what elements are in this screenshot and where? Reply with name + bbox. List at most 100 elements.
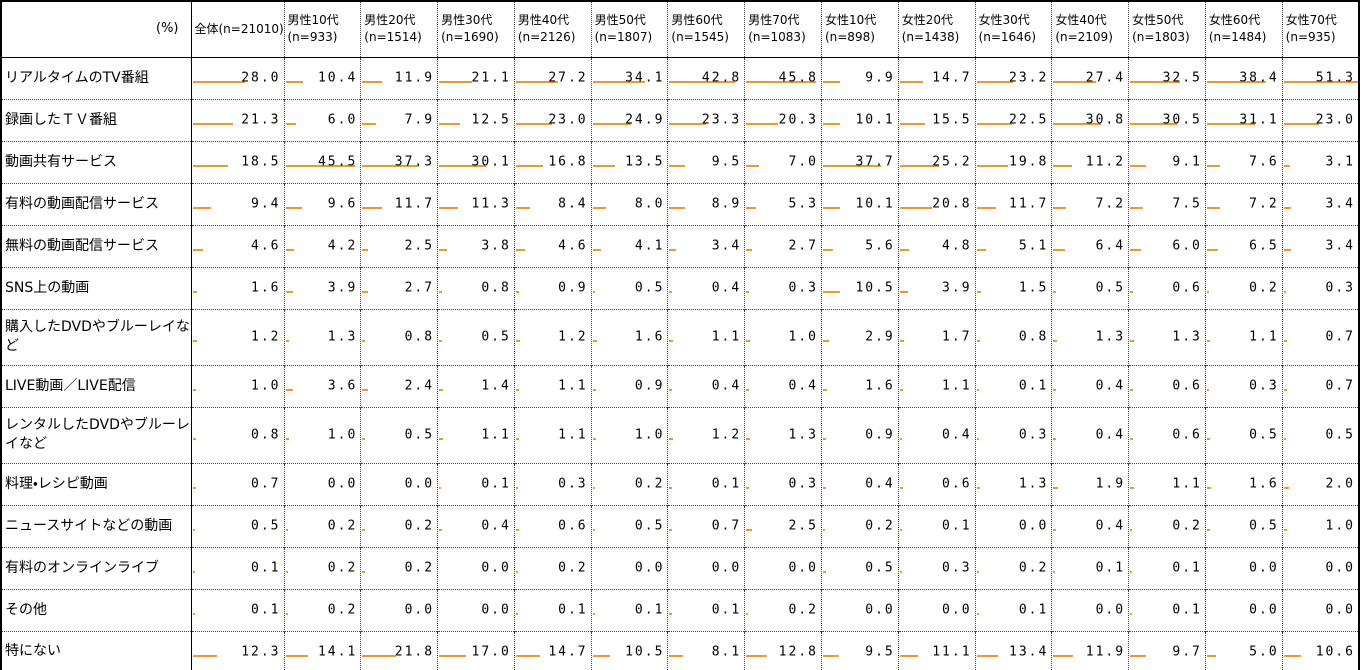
value-text: 1.1: [1249, 329, 1279, 345]
column-header-10: 女性30代 (n=1646): [974, 1, 1052, 58]
value-text: 21.3: [241, 112, 281, 128]
value-bar: [362, 123, 376, 125]
value-cell: 3.9: [897, 266, 976, 309]
value-cell: 0.0: [974, 504, 1052, 547]
value-text: 18.5: [241, 154, 281, 170]
value-bar: [899, 123, 925, 125]
value-text: 0.1: [1018, 602, 1049, 618]
value-cell: 1.6: [1204, 462, 1283, 505]
value-bar: [285, 529, 288, 531]
value-cell: 12.5: [437, 98, 515, 141]
value-text: 30.5: [1162, 112, 1202, 128]
value-bar: [192, 249, 203, 251]
value-text: 0.1: [1172, 602, 1202, 618]
value-text: 1.3: [1095, 329, 1126, 345]
row-label: LIVE動画／LIVE配信: [1, 364, 191, 407]
value-bar: [669, 81, 735, 83]
value-bar: [439, 81, 473, 83]
value-cell: 7.0: [744, 140, 822, 183]
value-bar: [1053, 529, 1056, 531]
value-cell: 24.9: [590, 98, 668, 141]
value-bar: [1206, 487, 1212, 489]
value-bar: [1130, 571, 1133, 573]
value-text: 0.6: [1172, 378, 1202, 394]
value-bar: [669, 123, 706, 125]
value-text: 7.2: [1249, 196, 1279, 212]
value-cell: 4.6: [190, 224, 284, 267]
value-cell: 17.0: [437, 630, 515, 670]
value-bar: [746, 529, 752, 531]
value-text: 0.1: [634, 602, 665, 618]
column-header-text: 男性20代: [364, 12, 416, 27]
value-text: 6.0: [327, 112, 358, 128]
value-bar: [285, 165, 355, 167]
value-bar: [822, 487, 826, 489]
value-text: 1.0: [327, 427, 358, 443]
value-bar: [362, 340, 366, 342]
value-cell: 1.6: [190, 266, 284, 309]
value-cell: 21.1: [437, 57, 515, 99]
value-bar: [746, 249, 753, 251]
value-bar: [899, 340, 905, 342]
value-text: 4.1: [634, 238, 665, 254]
value-text: 0.3: [1018, 427, 1049, 443]
column-header-n: (n=1545): [671, 30, 729, 45]
value-cell: 14.1: [283, 630, 361, 670]
value-bar: [1053, 571, 1056, 573]
value-cell: 2.7: [744, 224, 822, 267]
value-bar: [1130, 123, 1178, 125]
value-cell: 2.9: [820, 308, 899, 365]
value-text: 20.3: [778, 112, 818, 128]
value-bar: [669, 389, 672, 391]
value-bar: [285, 207, 302, 209]
value-cell: 45.5: [283, 140, 361, 183]
column-header-n: (n=1438): [901, 30, 960, 45]
value-bar: [976, 249, 987, 251]
value-text: 0.0: [788, 560, 818, 576]
value-text: 0.5: [481, 329, 511, 345]
value-cell: 25.2: [897, 140, 976, 183]
value-text: 0.4: [865, 476, 895, 492]
value-cell: 1.7: [897, 308, 976, 365]
value-text: 0.0: [1249, 560, 1279, 576]
value-bar: [1206, 207, 1220, 209]
value-text: 5.6: [865, 238, 895, 254]
value-bar: [899, 438, 903, 440]
value-cell: 23.0: [513, 98, 592, 141]
value-cell: 1.0: [190, 364, 284, 407]
column-header-n: (n=1803): [1132, 30, 1190, 45]
value-cell: 0.2: [1204, 266, 1283, 309]
value-bar: [1206, 389, 1210, 391]
value-bar: [976, 438, 979, 440]
value-cell: 0.7: [190, 462, 284, 505]
value-text: 0.5: [251, 518, 281, 534]
table-row: LIVE動画／LIVE配信 1.0 3.6 2.4 1.4 1.1 0.9 0.4 0.4 1.6…: [1, 364, 1359, 407]
column-header-text: 男性50代: [594, 12, 646, 27]
value-text: 0.5: [1249, 518, 1279, 534]
value-cell: 19.8: [974, 140, 1052, 183]
value-text: 0.9: [865, 427, 895, 443]
value-bar: [669, 487, 672, 489]
value-cell: 4.8: [897, 224, 976, 267]
value-cell: 11.7: [360, 182, 438, 225]
value-bar: [1283, 165, 1291, 167]
value-text: 1.1: [481, 427, 511, 443]
value-text: 1.2: [711, 427, 742, 443]
value-text: 1.6: [865, 378, 895, 394]
value-text: 12.3: [241, 644, 281, 660]
value-bar: [1206, 249, 1219, 251]
value-cell: 0.6: [513, 504, 592, 547]
value-text: 11.7: [394, 196, 435, 212]
value-cell: 22.5: [974, 98, 1052, 141]
value-text: 0.0: [711, 560, 742, 576]
value-cell: 1.3: [1128, 308, 1206, 365]
value-cell: 10.5: [820, 266, 899, 309]
value-text: 9.5: [711, 154, 742, 170]
value-text: 1.1: [558, 427, 588, 443]
value-text: 1.0: [1325, 518, 1355, 534]
value-bar: [1206, 340, 1211, 342]
value-bar: [592, 438, 597, 440]
value-cell: 5.0: [1204, 630, 1283, 670]
value-cell: 3.9: [283, 266, 361, 309]
value-text: 0.6: [558, 518, 588, 534]
